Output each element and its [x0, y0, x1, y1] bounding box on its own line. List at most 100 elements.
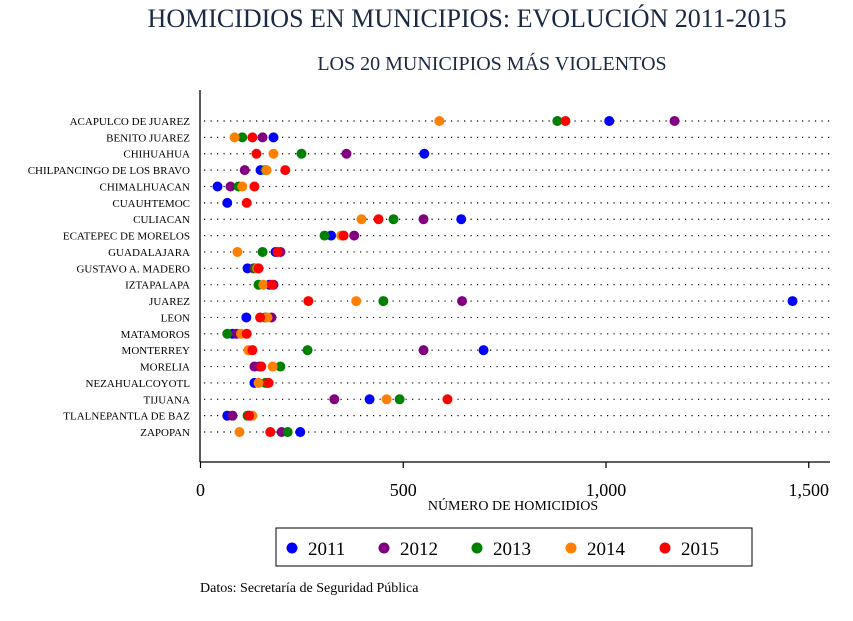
dot-2015-2 — [251, 148, 262, 159]
dot-2012-0 — [669, 116, 680, 126]
dot-2012-14 — [418, 345, 429, 356]
dot-2014-10 — [258, 279, 269, 290]
category-label: JUAREZ — [149, 296, 190, 308]
dot-2013-15 — [275, 361, 286, 372]
legend-marker-2011 — [286, 542, 298, 554]
dot-2013-14 — [302, 345, 313, 356]
dot-2014-1 — [229, 132, 240, 143]
category-label: TLALNEPANTLA DE BAZ — [63, 411, 190, 423]
dot-2015-3 — [280, 165, 291, 176]
dot-2015-7 — [338, 230, 349, 241]
legend-label: 2015 — [681, 539, 719, 560]
category-label: NEZAHUALCOYOTL — [86, 378, 191, 390]
dot-2015-15 — [256, 361, 267, 372]
source-note: Datos: Secretaría de Seguridad Pública — [200, 581, 419, 596]
legend-marker-2012 — [378, 542, 390, 554]
category-label: CHIHUAHUA — [123, 149, 190, 161]
category-label: CHILPANCINGO DE LOS BRAVO — [28, 165, 190, 177]
legend-label: 2013 — [493, 539, 531, 560]
dot-2011-2 — [419, 148, 430, 159]
dot-2012-6 — [418, 214, 429, 225]
dot-2011-19 — [295, 427, 306, 438]
dot-2015-14 — [247, 345, 258, 356]
category-label: CULIACAN — [133, 214, 190, 226]
dot-2014-16 — [253, 377, 264, 388]
category-label: TIJUANA — [144, 394, 190, 406]
dot-2011-14 — [478, 345, 489, 356]
dot-2012-3 — [239, 165, 250, 176]
dot-2014-3 — [261, 165, 272, 176]
dot-2015-18 — [244, 410, 255, 421]
dot-2014-11 — [351, 296, 362, 307]
dot-2014-19 — [234, 427, 245, 438]
dot-2012-2 — [341, 148, 352, 159]
dot-2015-19 — [265, 427, 276, 438]
category-label: ECATEPEC DE MORELOS — [63, 231, 190, 243]
dot-2013-7 — [319, 230, 330, 241]
dot-2011-0 — [604, 116, 615, 126]
category-label: MORELIA — [140, 362, 190, 374]
legend-marker-2014 — [565, 542, 577, 554]
dot-2011-12 — [241, 312, 252, 323]
x-tick-label: 1,000 — [586, 480, 627, 500]
category-label: ACAPULCO DE JUAREZ — [70, 116, 191, 128]
dot-2012-18 — [227, 410, 238, 421]
dot-2015-6 — [373, 214, 384, 225]
dot-2011-6 — [456, 214, 467, 225]
dot-2012-17 — [329, 394, 340, 405]
category-label: MATAMOROS — [121, 329, 190, 341]
dot-2012-11 — [457, 296, 468, 307]
dot-2015-8 — [272, 246, 283, 257]
dot-2015-11 — [303, 296, 314, 307]
legend-label: 2012 — [400, 539, 438, 560]
legend-label: 2011 — [308, 539, 345, 560]
dot-2011-4 — [212, 181, 223, 192]
chart-subtitle: LOS 20 MUNICIPIOS MÁS VIOLENTOS — [317, 52, 666, 75]
dot-2014-17 — [381, 394, 392, 405]
dot-2015-0 — [560, 116, 571, 126]
dot-2012-15 — [249, 361, 260, 372]
legend-marker-2013 — [471, 542, 483, 554]
category-label: LEON — [161, 312, 190, 324]
dot-2015-9 — [253, 263, 264, 274]
dot-2014-6 — [356, 214, 367, 225]
dot-2013-2 — [296, 148, 307, 159]
dot-2015-4 — [249, 181, 260, 192]
dot-2013-13 — [222, 328, 233, 339]
dot-2015-16 — [263, 377, 274, 388]
x-axis-label: NÚMERO DE HOMICIDIOS — [428, 497, 598, 514]
dot-2013-8 — [257, 246, 268, 257]
dot-2013-6 — [388, 214, 399, 225]
dot-2015-17 — [442, 394, 453, 405]
category-label: BENITO JUAREZ — [106, 132, 190, 144]
dot-2012-4 — [225, 181, 236, 192]
dot-2011-17 — [364, 394, 375, 405]
dot-2011-1 — [268, 132, 279, 143]
dot-2015-10 — [266, 279, 277, 290]
dot-2015-12 — [255, 312, 266, 323]
dot-2014-2 — [268, 148, 279, 159]
dot-2013-0 — [552, 116, 563, 126]
category-label: CHIMALHUACAN — [100, 181, 191, 193]
category-label: GUSTAVO A. MADERO — [76, 263, 190, 275]
dot-2014-15 — [267, 361, 278, 372]
x-tick-label: 0 — [196, 480, 205, 500]
dot-2012-7 — [349, 230, 360, 241]
dot-2014-12 — [262, 312, 273, 323]
dot-2013-1 — [237, 132, 248, 143]
dot-2015-13 — [241, 328, 252, 339]
dot-2014-4 — [237, 181, 248, 192]
dot-2014-0 — [434, 116, 445, 126]
category-label: ZAPOPAN — [140, 427, 190, 439]
chart-title: HOMICIDIOS EN MUNICIPIOS: EVOLUCIÓN 2011… — [148, 4, 787, 33]
dot-2015-5 — [241, 197, 252, 208]
dot-2013-19 — [282, 427, 293, 438]
dot-2012-1 — [257, 132, 268, 143]
category-label: IZTAPALAPA — [125, 280, 190, 292]
dot-2015-1 — [247, 132, 258, 143]
category-label: CUAUHTEMOC — [112, 198, 190, 210]
category-label: GUADALAJARA — [108, 247, 190, 259]
category-label: MONTERREY — [122, 345, 191, 357]
x-tick-label: 1,500 — [789, 480, 830, 500]
